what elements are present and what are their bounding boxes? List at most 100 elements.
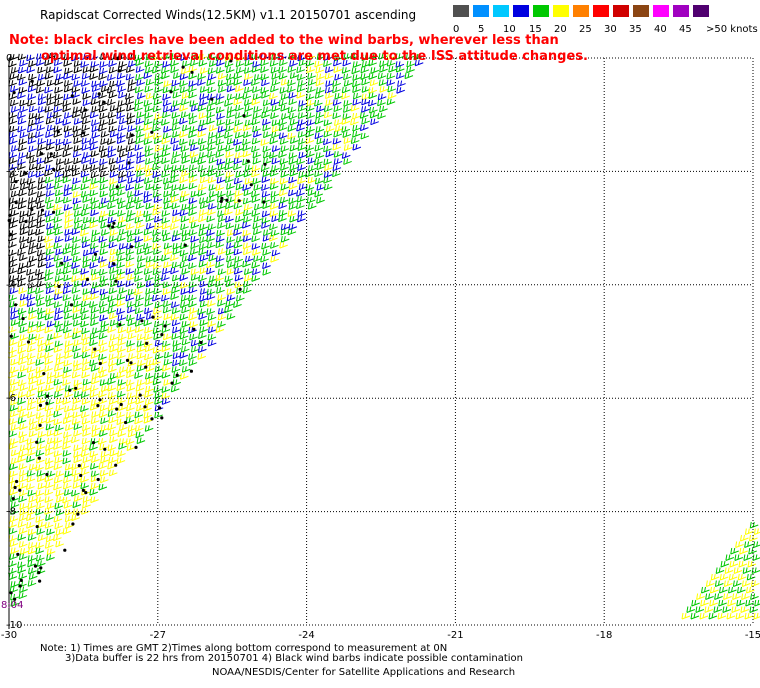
wind-barb (208, 191, 218, 198)
wind-barb (82, 430, 91, 437)
wind-barb (153, 137, 163, 145)
wind-barb (387, 85, 397, 93)
wind-barb (207, 53, 217, 61)
wind-barb (747, 560, 757, 568)
wind-barb (154, 339, 164, 347)
contamination-dot (262, 200, 266, 204)
legend-label: >50 knots (706, 24, 758, 35)
wind-barb (171, 307, 181, 315)
wind-barb (81, 364, 91, 372)
wind-barb (333, 130, 343, 138)
wind-barb (98, 366, 107, 374)
wind-barb (98, 256, 107, 263)
wind-barb (288, 203, 298, 210)
wind-barb (73, 339, 83, 347)
wind-barb (152, 294, 161, 302)
wind-barb (55, 144, 65, 152)
wind-barb (262, 262, 271, 270)
wind-barb (62, 287, 72, 295)
wind-barb (117, 145, 126, 153)
wind-barb (27, 132, 37, 140)
wind-barb (296, 202, 305, 210)
wind-barb (279, 158, 289, 165)
wind-barb (179, 164, 189, 172)
wind-barb (107, 378, 116, 385)
wind-barb (262, 124, 272, 132)
wind-barb (136, 248, 146, 255)
wind-barb (17, 118, 27, 125)
wind-barb (170, 191, 179, 198)
wind-barb (81, 327, 90, 335)
wind-barb (116, 72, 126, 80)
wind-barb (53, 106, 63, 113)
wind-barb (217, 86, 227, 93)
wind-barb (117, 280, 126, 288)
wind-barb (181, 306, 190, 314)
wind-barb (45, 143, 55, 151)
wind-barb (107, 112, 117, 119)
wind-barb (225, 158, 235, 165)
wind-barb (152, 243, 161, 250)
wind-barb (19, 170, 29, 178)
wind-barb (217, 313, 227, 321)
wind-barb (53, 443, 62, 450)
wind-barb (55, 73, 65, 81)
wind-barb (143, 196, 152, 204)
lat-tick-label: 0 (6, 53, 12, 64)
wind-barb (270, 112, 279, 120)
wind-barb (180, 301, 189, 308)
wind-barb (80, 482, 90, 490)
wind-barb (161, 386, 171, 393)
wind-barb (207, 320, 217, 328)
wind-barb (746, 586, 755, 594)
wind-barb (35, 366, 45, 374)
wind-barb (80, 268, 90, 275)
wind-barb (17, 125, 27, 133)
wind-barb (720, 560, 730, 568)
wind-barb (44, 457, 54, 465)
wind-barb (135, 385, 145, 392)
wind-barb (64, 522, 74, 529)
wind-barb (314, 60, 324, 68)
wind-barb (154, 79, 164, 86)
wind-barb (9, 54, 19, 61)
wind-barb (72, 98, 82, 105)
wind-barb (17, 267, 26, 275)
legend-swatch (673, 5, 689, 17)
wind-barb (343, 158, 352, 165)
wind-barb (225, 119, 235, 126)
wind-barb (136, 346, 146, 353)
wind-barb (63, 502, 73, 509)
contamination-dot (199, 340, 203, 345)
wind-barb (127, 125, 137, 132)
wind-barb (179, 196, 189, 203)
wind-barb (64, 158, 73, 165)
wind-barb (242, 242, 252, 250)
wind-barb (125, 66, 135, 73)
wind-barb (99, 170, 109, 178)
wind-barb (368, 99, 377, 107)
wind-barb (233, 301, 242, 308)
wind-barb (360, 66, 370, 74)
wind-barbs (7, 52, 760, 620)
wind-barb (152, 184, 162, 191)
wind-barb (198, 209, 208, 217)
wind-barb (341, 152, 351, 159)
wind-barb (352, 74, 362, 81)
wind-barb (145, 223, 155, 230)
wind-barb (71, 418, 81, 425)
legend-label: 30 (604, 24, 617, 35)
wind-barb (107, 385, 117, 392)
wind-barb (100, 138, 109, 145)
wind-barb (251, 118, 261, 126)
wind-barb (377, 72, 387, 80)
wind-barb (27, 358, 36, 366)
wind-barb (170, 157, 180, 165)
wind-barb (690, 612, 700, 620)
wind-barb (179, 249, 189, 257)
wind-barb (89, 339, 98, 347)
wind-barb (81, 352, 91, 359)
wind-barb (217, 248, 227, 255)
wind-barb (64, 470, 74, 478)
wind-barb (749, 521, 759, 529)
